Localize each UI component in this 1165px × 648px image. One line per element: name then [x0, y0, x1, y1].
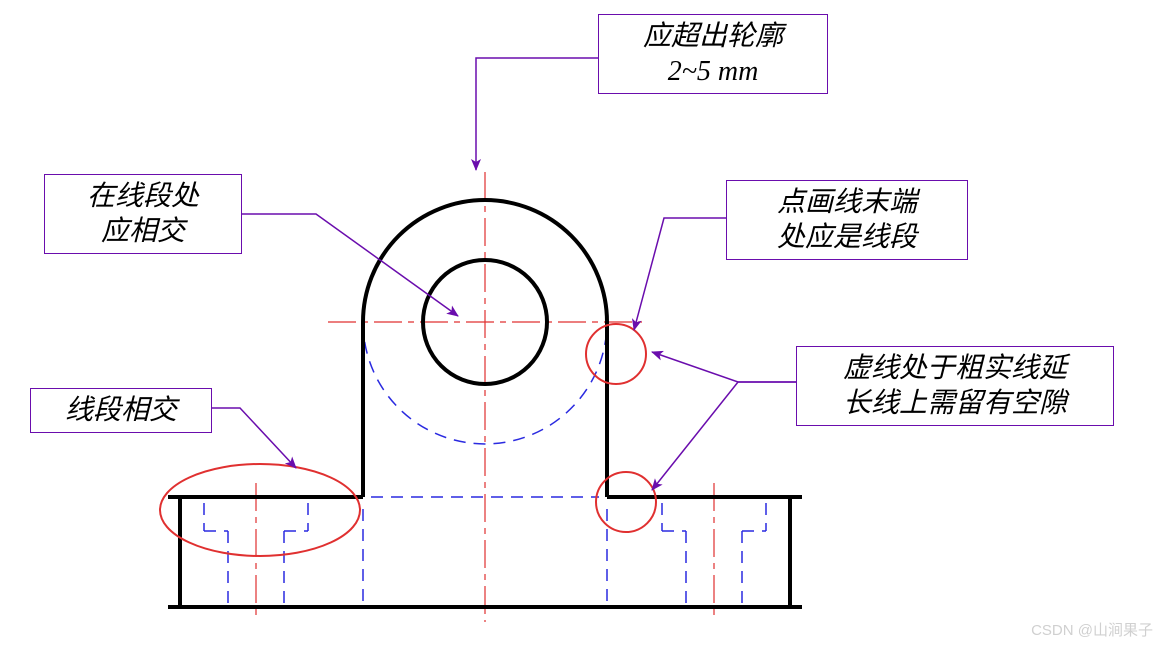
callout-intersect-segment: 在线段处应相交	[44, 174, 242, 254]
callout-segments-cross: 线段相交	[30, 388, 212, 433]
callout-overshoot: 应超出轮廓2~5 mm	[598, 14, 828, 94]
callout-leaders	[190, 58, 796, 490]
callout-end-as-segment: 点画线末端处应是线段	[726, 180, 968, 260]
watermark: CSDN @山涧果子	[1031, 619, 1153, 640]
callout-gap-on-extension: 虚线处于粗实线延长线上需留有空隙	[796, 346, 1114, 426]
center-lines	[256, 172, 714, 622]
highlight-markers	[160, 324, 656, 556]
engineering-drawing	[0, 0, 1165, 648]
